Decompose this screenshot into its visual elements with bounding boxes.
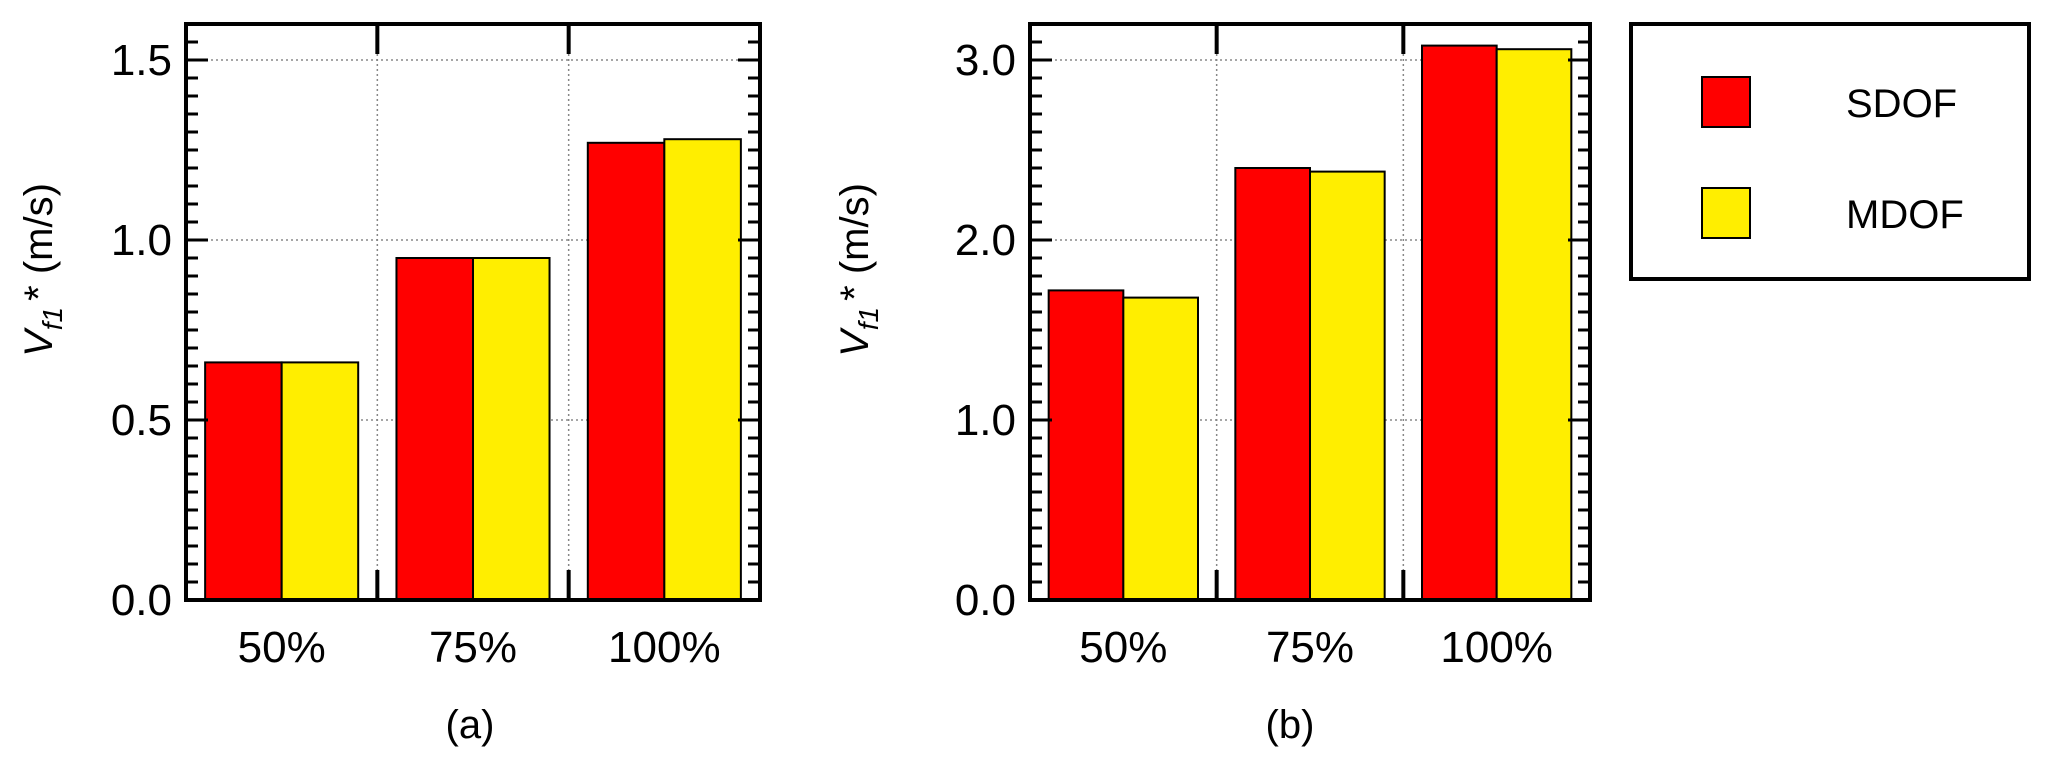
legend-label-sdof: SDOF — [1846, 82, 1957, 126]
bar-mdof-75pct-b — [1309, 170, 1386, 601]
legend-swatch-mdof — [1701, 187, 1751, 239]
bar-mdof-75pct-a — [472, 257, 551, 601]
legend-box — [1629, 22, 2031, 281]
y-axis-label-b: Vf1* (m/s) — [833, 183, 884, 357]
bar-mdof-50pct-b — [1122, 296, 1200, 601]
bar-sdof-100pct-b — [1421, 44, 1498, 602]
plot-frame-a — [184, 22, 762, 602]
bar-sdof-50pct-b — [1047, 289, 1125, 601]
panel-label-b: (b) — [1266, 703, 1315, 747]
x-tick-label: 100% — [1440, 623, 1553, 672]
bar-mdof-50pct-a — [280, 361, 360, 601]
x-tick-label: 75% — [429, 623, 517, 672]
y-tick-label: 0.0 — [955, 576, 1016, 625]
y-tick-label: 1.5 — [111, 36, 172, 85]
bar-sdof-75pct-b — [1234, 167, 1312, 601]
bar-sdof-50pct-a — [204, 361, 283, 601]
y-tick-label: 0.5 — [111, 396, 172, 445]
y-tick-label: 1.0 — [111, 216, 172, 265]
bar-mdof-100pct-b — [1495, 48, 1573, 601]
y-tick-label: 3.0 — [955, 36, 1016, 85]
y-tick-label: 2.0 — [955, 216, 1016, 265]
y-tick-label: 0.0 — [111, 576, 172, 625]
bar-mdof-100pct-a — [663, 138, 742, 601]
x-tick-label: 100% — [608, 623, 721, 672]
plot-frame-b — [1028, 22, 1592, 602]
panel-b: 0.0 1.0 2.0 3.0 50% 75% 100% Vf1* (m/s) (b) — [833, 22, 1592, 747]
bar-sdof-75pct-a — [395, 257, 475, 601]
legend-swatch-sdof — [1701, 76, 1751, 128]
x-tick-label: 50% — [238, 623, 326, 672]
panel-label-a: (a) — [446, 703, 495, 747]
x-tick-label: 50% — [1079, 623, 1167, 672]
bar-sdof-100pct-a — [586, 141, 666, 602]
panel-a: 0.0 0.5 1.0 1.5 50% 75% 100% Vf1* (m/s) (a) — [17, 22, 762, 747]
y-axis-label-a: Vf1* (m/s) — [17, 183, 68, 357]
y-tick-label: 1.0 — [955, 396, 1016, 445]
legend: SDOF MDOF — [1629, 22, 2031, 281]
x-tick-label: 75% — [1266, 623, 1354, 672]
legend-label-mdof: MDOF — [1846, 193, 1964, 237]
